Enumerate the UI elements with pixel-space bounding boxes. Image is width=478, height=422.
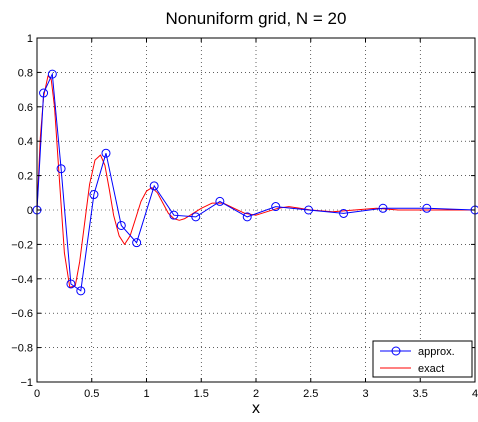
y-tick-label: 0.6 — [18, 102, 33, 114]
legend-exact-label: exact — [418, 363, 444, 375]
x-tick-labels: 0 0.5 1 1.5 2 2.5 3 3.5 4 — [34, 388, 478, 400]
x-tick-label: 3 — [362, 388, 368, 400]
approx-point — [56, 164, 66, 174]
series-approx — [32, 69, 478, 296]
approx-point — [76, 286, 86, 296]
approx-point — [149, 181, 159, 191]
chart-title: Nonuniform grid, N = 20 — [166, 9, 347, 28]
y-tick-label: −0.8 — [11, 343, 33, 355]
approx-point — [378, 203, 388, 213]
approx-point — [339, 208, 349, 218]
x-tick-label: 0.5 — [84, 388, 99, 400]
y-tick-label: −0.6 — [11, 308, 33, 320]
series-exact-line — [36, 75, 475, 288]
approx-point — [215, 196, 225, 206]
approx-point — [132, 238, 142, 248]
axis-ticks — [36, 37, 476, 383]
legend-approx-marker — [391, 346, 401, 356]
x-tick-label: 2 — [253, 388, 259, 400]
y-tick-label: 0.2 — [18, 171, 33, 183]
y-tick-label: −0.4 — [11, 274, 33, 286]
y-tick-labels: −1 −0.8 −0.6 −0.4 −0.2 0 0.2 0.4 0.6 0.8 1 — [11, 33, 33, 389]
series-exact — [36, 75, 475, 288]
y-tick-label: −0.2 — [11, 239, 33, 251]
approx-point — [116, 220, 126, 230]
legend-approx-label: approx. — [418, 346, 455, 358]
y-tick-label: −1 — [20, 377, 33, 389]
approx-point — [304, 205, 314, 215]
approx-point — [422, 203, 432, 213]
x-tick-label: 0 — [34, 388, 40, 400]
y-tick-label: 0 — [27, 205, 33, 217]
approx-point — [89, 190, 99, 200]
approx-point — [271, 202, 281, 212]
legend: approx. exact — [372, 340, 473, 378]
series-approx-line — [36, 72, 476, 292]
approx-point — [66, 279, 76, 289]
legend-box — [372, 340, 473, 378]
approx-point — [191, 212, 201, 222]
approx-point — [169, 210, 179, 220]
approx-point — [101, 148, 111, 158]
approx-point — [242, 212, 252, 222]
x-tick-label: 3.5 — [413, 388, 428, 400]
x-tick-label: 1 — [143, 388, 149, 400]
approx-point — [39, 88, 49, 98]
y-tick-label: 1 — [27, 33, 33, 45]
x-axis-label: x — [252, 400, 260, 417]
x-tick-label: 2.5 — [303, 388, 318, 400]
y-tick-label: 0.8 — [18, 67, 33, 79]
y-tick-label: 0.4 — [18, 136, 33, 148]
x-tick-label: 4 — [472, 388, 478, 400]
approx-point — [47, 69, 57, 79]
x-tick-label: 1.5 — [194, 388, 209, 400]
